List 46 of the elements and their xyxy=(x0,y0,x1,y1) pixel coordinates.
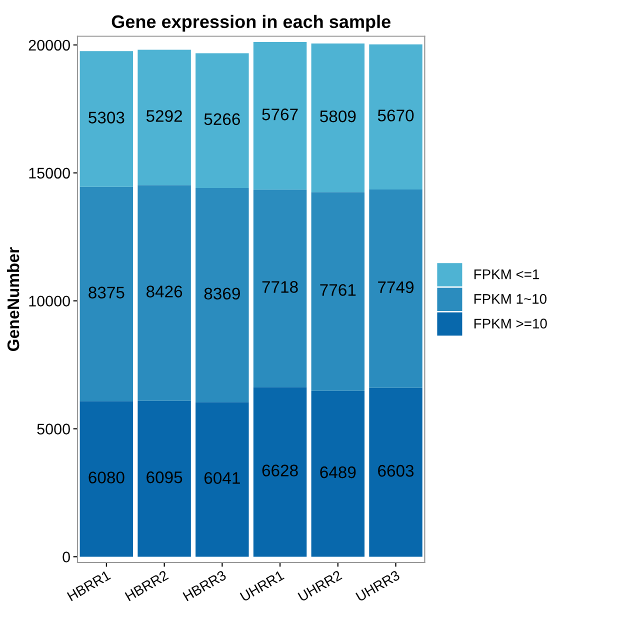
y-axis-title: GeneNumber xyxy=(6,247,20,352)
data-label: 6489 xyxy=(320,466,356,478)
bar xyxy=(311,192,365,391)
bar xyxy=(369,44,422,190)
bar xyxy=(138,50,191,186)
bar xyxy=(80,51,134,187)
data-label: 5292 xyxy=(146,110,182,122)
data-label: 6041 xyxy=(204,472,240,484)
bar xyxy=(80,186,134,402)
chart-title: Gene expression in each sample xyxy=(112,14,390,32)
bar xyxy=(369,189,422,388)
bar xyxy=(311,390,365,557)
data-label: 7749 xyxy=(378,281,414,294)
bar xyxy=(80,401,134,557)
legend-label: FPKM 1~10 xyxy=(474,294,546,304)
bar xyxy=(138,400,191,557)
bar xyxy=(196,402,249,557)
y-tick-label: 0 xyxy=(62,552,70,562)
data-label: 7761 xyxy=(320,284,356,296)
data-label: 5266 xyxy=(204,113,240,126)
data-label: 7718 xyxy=(262,281,298,293)
data-label: 6603 xyxy=(378,464,414,477)
data-label: 5809 xyxy=(320,110,356,122)
bar xyxy=(311,43,365,192)
legend-label: FPKM <=1 xyxy=(474,270,540,280)
data-label: 8369 xyxy=(204,288,240,300)
bar xyxy=(253,387,307,557)
y-tick-label: 5000 xyxy=(37,424,70,434)
bar xyxy=(369,388,422,557)
bar xyxy=(196,53,249,188)
bar xyxy=(253,190,307,388)
data-label: 5767 xyxy=(262,108,298,120)
data-label: 6095 xyxy=(146,471,182,484)
y-tick-label: 15000 xyxy=(29,168,70,179)
y-tick-label: 10000 xyxy=(29,296,70,307)
data-label: 6628 xyxy=(262,464,298,476)
bar xyxy=(196,188,249,402)
legend-label: FPKM >=10 xyxy=(474,318,547,329)
data-label: 6080 xyxy=(88,472,124,484)
bar xyxy=(253,42,307,190)
y-tick-label: 20000 xyxy=(28,40,70,51)
data-label: 5670 xyxy=(378,110,414,122)
data-label: 8426 xyxy=(146,286,182,298)
bar xyxy=(138,185,191,401)
data-label: 5303 xyxy=(88,112,124,124)
data-label: 8375 xyxy=(88,286,124,298)
